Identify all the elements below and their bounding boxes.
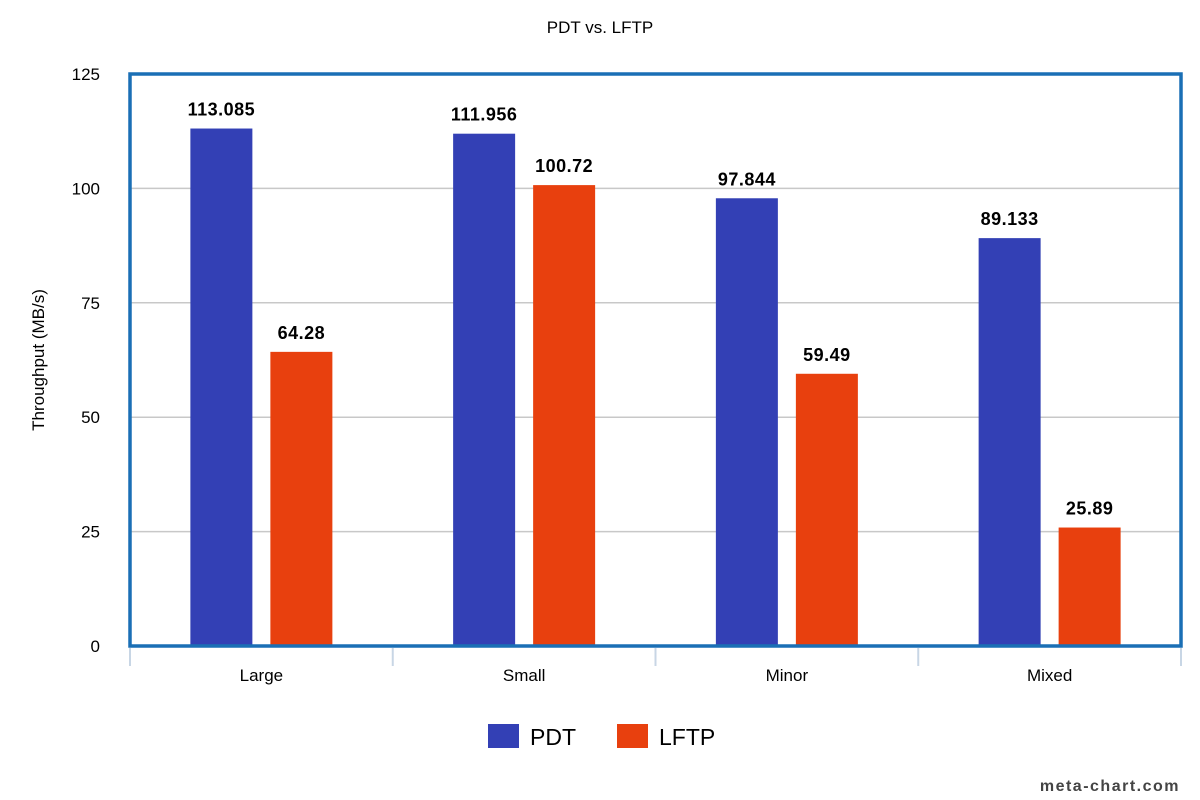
bar-pdt-minor bbox=[715, 198, 778, 646]
bar-lftp-small bbox=[533, 185, 596, 646]
bar-pdt-mixed bbox=[978, 238, 1041, 647]
y-tick-label: 75 bbox=[81, 294, 100, 313]
legend-swatch-lftp bbox=[617, 724, 648, 748]
x-tick-label: Mixed bbox=[1027, 666, 1072, 685]
data-labels: 113.085 111.956 97.844 89.133 64.28 100.72 59.… bbox=[188, 100, 1114, 519]
data-label: 64.28 bbox=[278, 323, 326, 343]
bar-lftp-mixed bbox=[1058, 527, 1121, 646]
legend-label-lftp: LFTP bbox=[659, 724, 715, 750]
y-axis-label: Throughput (MB/s) bbox=[29, 289, 48, 431]
data-label: 25.89 bbox=[1066, 499, 1114, 519]
y-tick-label: 25 bbox=[81, 523, 100, 542]
bar-pdt-large bbox=[190, 128, 253, 646]
y-tick-label: 100 bbox=[72, 179, 100, 198]
bar-pdt-small bbox=[453, 133, 516, 647]
data-label: 111.956 bbox=[451, 105, 518, 125]
y-tick-label: 0 bbox=[91, 637, 100, 656]
bar-lftp-large bbox=[270, 351, 333, 646]
x-axis-ticks: Large Small Minor Mixed bbox=[129, 648, 1182, 685]
bars bbox=[190, 128, 1121, 647]
legend: PDT LFTP bbox=[488, 724, 715, 750]
plot-frame bbox=[128, 72, 1183, 648]
legend-swatch-pdt bbox=[488, 724, 519, 748]
legend-label-pdt: PDT bbox=[530, 724, 576, 750]
x-tick-label: Large bbox=[240, 666, 283, 685]
data-label: 59.49 bbox=[803, 345, 851, 365]
y-axis-ticks: 0 25 50 75 100 125 bbox=[72, 65, 100, 656]
x-tick-label: Minor bbox=[766, 666, 809, 685]
y-tick-label: 50 bbox=[81, 408, 100, 427]
watermark: meta-chart.com bbox=[1040, 778, 1180, 795]
data-label: 97.844 bbox=[718, 169, 776, 189]
data-label: 89.133 bbox=[981, 209, 1039, 229]
data-label: 100.72 bbox=[535, 156, 593, 176]
bar-lftp-minor bbox=[795, 373, 858, 646]
y-tick-label: 125 bbox=[72, 65, 100, 84]
x-tick-label: Small bbox=[503, 666, 546, 685]
data-label: 113.085 bbox=[188, 100, 256, 120]
chart-title: PDT vs. LFTP bbox=[547, 18, 653, 37]
